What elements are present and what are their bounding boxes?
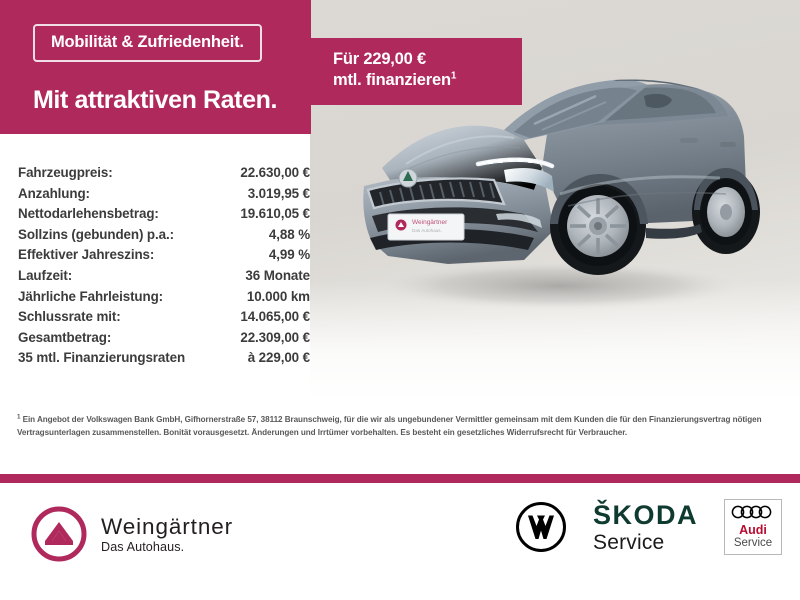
tagline-badge-text: Mobilität & Zufriedenheit.	[51, 33, 244, 51]
footnote-marker: 1	[450, 70, 457, 82]
monthly-rate-amount: Für 229,00 €	[333, 50, 426, 68]
spec-label: Laufzeit:	[18, 267, 73, 283]
spec-value: 14.065,00 €	[240, 309, 310, 325]
spec-label: Fahrzeugpreis:	[18, 165, 113, 180]
spec-label: Anzahlung:	[18, 185, 90, 201]
table-row: Effektiver Jahreszins: 4,99 %	[18, 247, 310, 268]
volkswagen-icon	[515, 502, 566, 552]
table-row: Laufzeit: 36 Monate	[18, 268, 310, 289]
spec-label: Schlussrate mit:	[18, 309, 121, 325]
table-row: Sollzins (gebunden) p.a.: 4,88 %	[18, 227, 310, 248]
spec-value: 4,88 %	[268, 226, 310, 242]
spec-value: 22.630,00 €	[240, 165, 310, 180]
monthly-rate-banner: Für 229,00 € mtl. finanzieren1	[311, 38, 522, 105]
table-row: Jährliche Fahrleistung: 10.000 km	[18, 289, 310, 310]
section-divider	[0, 474, 800, 483]
table-row: Anzahlung: 3.019,95 €	[18, 186, 310, 207]
brand-logo-strip: ŠKODA Service Audi Service	[515, 499, 782, 555]
spec-label: Sollzins (gebunden) p.a.:	[18, 226, 174, 242]
disclaimer-footnote-marker: 1	[17, 413, 21, 421]
spec-label: Effektiver Jahreszins:	[18, 247, 155, 263]
legal-disclaimer: 1 Ein Angebot der Volkswagen Bank GmbH, …	[17, 413, 783, 439]
spec-value: à 229,00 €	[247, 350, 310, 366]
spec-value: 3.019,95 €	[247, 185, 310, 201]
spec-value: 36 Monate	[245, 267, 310, 283]
disclaimer-text: Ein Angebot der Volkswagen Bank GmbH, Gi…	[17, 415, 762, 438]
vehicle-photo-panel: Weingärtner Das Autohaus.	[310, 0, 800, 400]
table-row: Fahrzeugpreis: 22.630,00 €	[18, 165, 310, 186]
dealer-name: Weingärtner	[101, 513, 234, 539]
svg-text:Das Autohaus.: Das Autohaus.	[412, 228, 442, 233]
spec-value: 4,99 %	[268, 247, 310, 263]
spec-label: Jährliche Fahrleistung:	[18, 288, 164, 304]
spec-value: 10.000 km	[246, 288, 310, 304]
dealer-mark-icon	[31, 506, 87, 562]
page-title: Mit attraktiven Raten.	[33, 86, 278, 114]
audi-wordmark: Audi	[739, 522, 767, 537]
header-block: Mobilität & Zufriedenheit. Mit attraktiv…	[0, 0, 311, 134]
spec-value: 19.610,05 €	[240, 206, 310, 222]
dealer-logo: Weingärtner Das Autohaus.	[30, 505, 233, 563]
spec-label: 35 mtl. Finanzierungsraten	[18, 350, 186, 366]
footer: Weingärtner Das Autohaus. ŠKODA Service	[0, 483, 800, 600]
table-row: Gesamtbetrag: 22.309,00 €	[18, 330, 310, 351]
dealer-tagline: Das Autohaus.	[101, 539, 185, 554]
monthly-rate-label: mtl. finanzieren	[333, 71, 451, 89]
audi-service-label: Service	[733, 536, 773, 549]
spec-label: Nettodarlehensbetrag:	[18, 206, 159, 222]
skoda-service-label: Service	[592, 530, 665, 554]
audi-service-logo: Audi Service	[724, 499, 782, 555]
skoda-wordmark: ŠKODA	[592, 499, 698, 530]
monthly-rate-text: Für 229,00 € mtl. finanzieren1	[333, 49, 456, 91]
table-row: Nettodarlehensbetrag: 19.610,05 €	[18, 206, 310, 227]
spec-label: Gesamtbetrag:	[18, 329, 112, 345]
spec-value: 22.309,00 €	[240, 329, 310, 345]
dealer-wordmark: Weingärtner Das Autohaus.	[101, 514, 233, 555]
tagline-badge: Mobilität & Zufriedenheit.	[33, 24, 262, 62]
skoda-service-logo: ŠKODA Service	[592, 499, 698, 554]
svg-text:Weingärtner: Weingärtner	[412, 219, 448, 226]
audi-rings-icon	[731, 505, 772, 518]
financing-details-table: Fahrzeugpreis: 22.630,00 € Anzahlung: 3.…	[18, 165, 310, 371]
table-row: Schlussrate mit: 14.065,00 €	[18, 309, 310, 330]
vehicle-image: Weingärtner Das Autohaus.	[328, 18, 783, 348]
table-row: 35 mtl. Finanzierungsraten à 229,00 €	[18, 350, 310, 371]
